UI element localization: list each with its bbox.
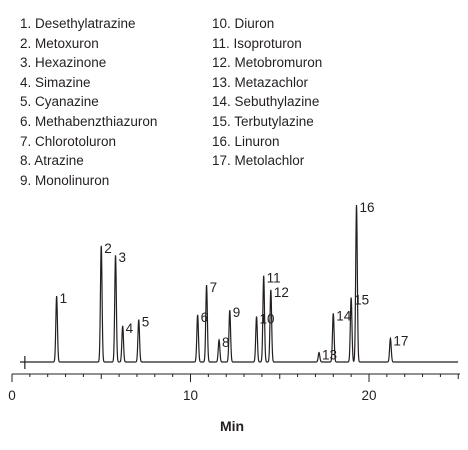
legend-column-left: 1. Desethylatrazine 2. Metoxuron 3. Hexazi…: [20, 14, 157, 190]
legend-entry: 3. Hexazinone: [20, 55, 107, 71]
peak-label: 13: [322, 348, 337, 363]
x-axis-label: Min: [220, 418, 244, 434]
legend-entry: 16. Linuron: [212, 133, 280, 149]
legend-entry: 10. Diuron: [212, 16, 275, 31]
peak-label: 8: [222, 335, 230, 350]
legend-entry: 15. Terbutylazine: [212, 113, 314, 129]
peak-label: 12: [274, 285, 289, 300]
peak-label: 14: [336, 308, 352, 323]
legend-entry: 1. Desethylatrazine: [20, 16, 136, 31]
peak-label: 1: [60, 291, 68, 306]
peak-label: 2: [104, 241, 112, 256]
x-tick-label: 0: [8, 388, 16, 403]
legend-entry: 11. Isoproturon: [212, 35, 302, 51]
peak-label: 10: [260, 311, 275, 326]
legend-entry: 17. Metolachlor: [212, 153, 305, 169]
legend-entry: 12. Metobromuron: [212, 55, 323, 71]
legend-entry: 6. Methabenzthiazuron: [20, 113, 158, 129]
legend-entry: 13. Metazachlor: [212, 74, 309, 90]
legend-entry: 5. Cyanazine: [20, 94, 99, 110]
peak-label: 11: [267, 271, 281, 286]
peak-label: 7: [210, 280, 218, 295]
legend-entry: 14. Sebuthylazine: [212, 94, 320, 110]
peak-label: 9: [233, 305, 241, 320]
peak-label: 3: [119, 250, 127, 265]
x-tick-label: 10: [183, 388, 198, 403]
legend-entry: 8. Atrazine: [20, 153, 84, 169]
legend-column-right: 10. Diuron 11. Isoproturon 12. Metobromuro…: [212, 14, 322, 171]
peak-label: 6: [201, 310, 209, 325]
peak-label: 15: [354, 293, 369, 308]
peak-label: 16: [360, 200, 375, 215]
legend-entry: 9. Monolinuron: [20, 172, 110, 188]
peak-label: 17: [393, 333, 408, 348]
peak-label: 5: [142, 315, 150, 330]
legend-entry: 2. Metoxuron: [20, 35, 99, 51]
legend-entry: 4. Simazine: [20, 74, 91, 90]
x-tick-label: 20: [361, 388, 376, 403]
peak-label: 4: [126, 321, 134, 336]
chromatogram-trace: [20, 204, 459, 363]
legend-entry: 7. Chlorotoluron: [20, 133, 117, 149]
